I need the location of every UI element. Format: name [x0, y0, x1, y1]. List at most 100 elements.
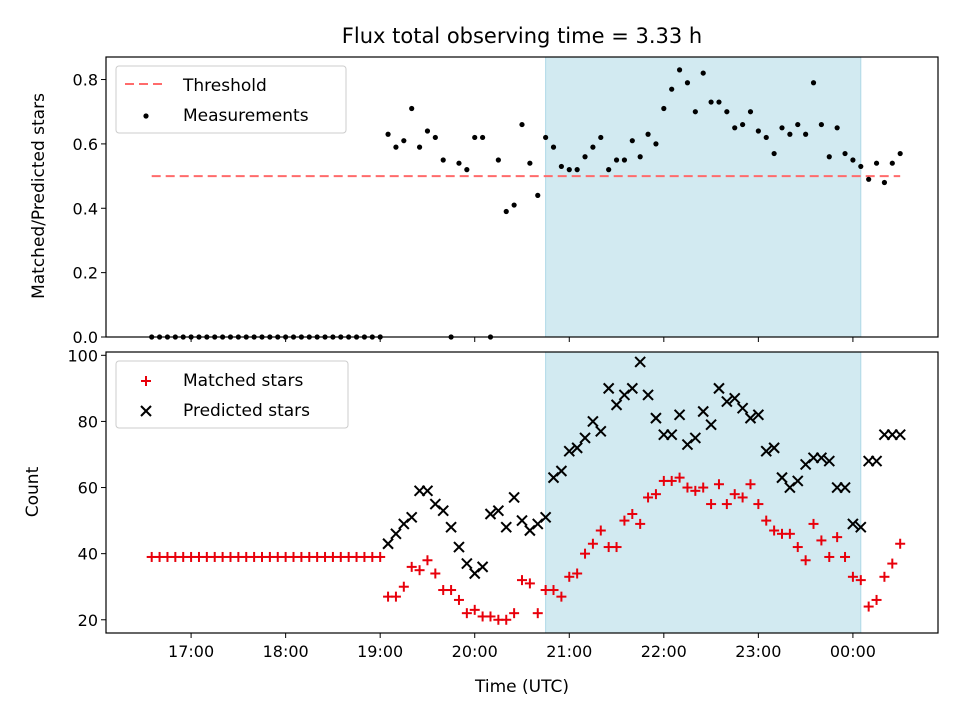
measurement-point [692, 109, 698, 115]
predicted-star-point [516, 514, 528, 527]
predicted-star-point [626, 382, 639, 395]
top-axes-frame [105, 56, 939, 338]
matched-star-point [832, 532, 843, 543]
matched-star-point [792, 542, 803, 553]
matched-star-point [643, 492, 654, 503]
measurement-point [511, 202, 517, 208]
measurement-point [842, 150, 848, 157]
measurement-point [401, 138, 407, 144]
bottom-x-tick-label: 23:00 [735, 642, 781, 661]
predicted-star-point [610, 399, 623, 411]
legend-entry-label: Matched stars [183, 371, 303, 391]
matched-star-point [863, 601, 874, 612]
matched-star-point [548, 585, 559, 596]
predicted-star-point [634, 356, 646, 368]
measurement-point [393, 144, 399, 150]
matched-star-point [847, 571, 858, 582]
measurement-point [432, 134, 438, 141]
top-legend: Threshold Measurements [115, 65, 347, 134]
matched-star-point [524, 578, 535, 589]
chart-title: Flux total observing time = 3.33 h [342, 24, 702, 48]
predicted-star-point [587, 415, 599, 428]
matched-star-point [650, 489, 661, 500]
predicted-star-point [815, 452, 828, 464]
matched-star-point [800, 555, 811, 566]
predicted-star-point [705, 419, 717, 431]
matched-star-point [706, 499, 717, 510]
matched-star-point [501, 614, 512, 625]
matched-star-point [446, 585, 457, 596]
matched-star-point [595, 525, 606, 536]
predicted-star-point [563, 445, 575, 457]
measurement-point [858, 163, 864, 170]
measurement-point [543, 134, 549, 141]
matched-star-point [729, 489, 740, 500]
predicted-star-point [445, 521, 457, 533]
bottom-y-tick-label: 80 [78, 412, 98, 431]
bottom-x-tick-label: 19:00 [357, 642, 403, 661]
measurement-point [771, 150, 777, 157]
legend-measurement-swatch [143, 113, 149, 119]
bottom-legend-box [115, 360, 349, 429]
predicted-star-point [721, 395, 733, 408]
measurement-point [440, 157, 446, 163]
measurement-point [629, 138, 635, 144]
measurement-point [409, 105, 415, 112]
matched-star-point [587, 538, 598, 549]
matched-star-point [572, 568, 583, 579]
measurement-point [834, 125, 840, 131]
measurement-point [810, 80, 817, 86]
measurement-point [661, 105, 667, 112]
predicted-star-point [421, 485, 434, 497]
predicted-star-point [823, 455, 835, 467]
predicted-star-point [689, 432, 702, 444]
predicted-star-point [760, 445, 772, 457]
matched-star-point [564, 571, 575, 582]
matched-star-point [674, 472, 685, 483]
matched-star-point [375, 551, 386, 562]
predicted-star-point [744, 412, 757, 424]
predicted-star-point [642, 389, 654, 401]
top-legend-box [115, 65, 347, 134]
matched-star-point [556, 591, 567, 602]
measurement-point [385, 131, 391, 137]
predicted-star-point [484, 508, 497, 520]
measurement-point [676, 67, 683, 73]
matched-star-point [580, 548, 591, 559]
predicted-star-point [390, 528, 402, 540]
predicted-star-point [382, 538, 394, 550]
measurement-point [763, 134, 769, 141]
predicted-star-point [870, 455, 883, 467]
predicted-star-point [508, 491, 520, 504]
measurement-point [889, 160, 895, 166]
matched-star-point [611, 542, 622, 553]
matched-star-point [824, 551, 835, 562]
predicted-star-point [453, 541, 465, 553]
measurement-point [456, 160, 462, 166]
matched-star-point [855, 575, 866, 586]
measurement-point [803, 131, 809, 137]
measurement-point [826, 154, 832, 160]
measurement-point [740, 121, 746, 128]
measurement-point [684, 80, 691, 86]
legend-entry-label: Predicted stars [183, 401, 310, 421]
matched-star-point [761, 515, 772, 526]
top-shaded-span [545, 57, 861, 337]
matched-star-point [682, 482, 693, 493]
measurement-point [866, 176, 872, 182]
matched-star-point [698, 482, 709, 493]
matched-star-point [406, 561, 417, 572]
top-y-tick-label: 0.8 [73, 71, 98, 90]
top-y-tick-label: 0.2 [73, 264, 98, 283]
matched-star-point [398, 581, 409, 592]
predicted-star-point [736, 402, 749, 414]
measurement-point [724, 109, 730, 115]
predicted-star-point [792, 475, 804, 487]
top-y-tick-label: 0.4 [73, 199, 98, 218]
measurement-point [637, 154, 643, 160]
predicted-star-point [492, 504, 505, 517]
matched-star-point [469, 604, 480, 615]
predicted-star-point [697, 405, 709, 418]
predicted-star-point [776, 471, 788, 484]
measurement-point [708, 99, 714, 105]
